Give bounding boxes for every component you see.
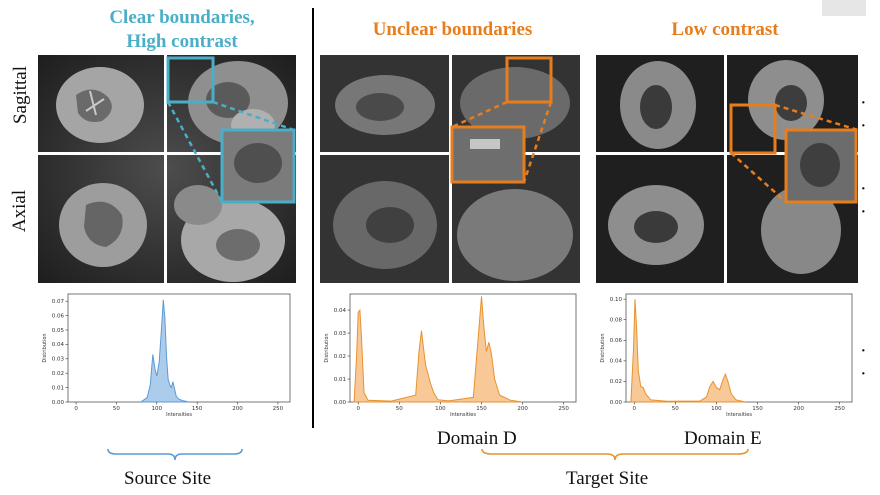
- ellipsis-top: · ·: [860, 92, 869, 137]
- y-tick-label: 0.02: [52, 371, 64, 377]
- x-tick-label: 50: [113, 406, 120, 412]
- source-title: Clear boundaries, High contrast: [109, 7, 255, 52]
- domain-d-histogram-svg: 0 50 100 150 200 250 0.00 0.01 0.02 0.03 0.04 Inten…: [324, 293, 577, 418]
- x-tick-label: 0: [356, 406, 360, 412]
- ellipsis-bottom: · ·: [860, 340, 869, 385]
- distribution-area: [140, 299, 190, 403]
- target-site-label: Target Site: [566, 468, 649, 489]
- y-tick-label: 0.00: [334, 400, 347, 406]
- x-tick-label: 100: [152, 406, 163, 412]
- y-tick-label: 0.00: [52, 400, 65, 406]
- y-axis-label: Distribution: [600, 333, 606, 362]
- y-tick-label: 0.01: [334, 377, 346, 383]
- ellipsis-mid: · ·: [860, 178, 869, 223]
- y-tick-label: 0.00: [610, 400, 623, 406]
- y-tick-label: 0.05: [52, 328, 65, 334]
- y-tick-label: 0.06: [610, 338, 623, 344]
- x-tick-label: 50: [396, 406, 403, 412]
- x-tick-label: 250: [273, 406, 284, 412]
- source-ct-grid: [38, 55, 296, 283]
- corner-patch: [822, 0, 866, 16]
- y-tick-label: 0.07: [52, 299, 65, 305]
- x-tick-label: 200: [232, 406, 243, 412]
- y-tick-label: 0.02: [334, 354, 346, 360]
- source-brace: [107, 448, 243, 461]
- plot-frame: [349, 293, 577, 403]
- x-tick-label: 100: [435, 406, 446, 412]
- lowcontrast-ct-grid: [596, 55, 858, 283]
- y-tick-label: 0.04: [52, 342, 65, 348]
- y-tick-label: 0.03: [334, 331, 347, 337]
- x-tick-label: 50: [672, 406, 679, 412]
- y-tick-label: 0.01: [52, 385, 64, 391]
- y-tick-label: 0.06: [52, 313, 65, 319]
- target-brace: [481, 448, 749, 461]
- x-tick-label: 150: [192, 406, 203, 412]
- domain-d-histogram: 0 50 100 150 200 250 0.00 0.01 0.02 0.03 0.04 Inten…: [320, 290, 582, 420]
- source-histogram-svg: 0 50 100 150 200 250 0.00 0.01 0.02 0.03 0.04 0.05 0…: [42, 293, 291, 418]
- unclear-title: Unclear boundaries: [372, 19, 533, 40]
- domain-e-histogram-svg: 0 50 100 150 200 250 0.00 0.02 0.04 0.06 0.08 0.10 I…: [600, 293, 853, 418]
- domain-d-label: Domain D: [437, 428, 517, 449]
- distribution-area: [630, 299, 746, 403]
- x-axis-label: Intensities: [450, 412, 476, 418]
- distribution-area: [353, 296, 523, 403]
- row-label-axial: Axial: [9, 189, 30, 233]
- y-tick-label: 0.04: [334, 308, 347, 314]
- y-axis-label: Distribution: [324, 333, 330, 362]
- plot-frame: [67, 293, 291, 403]
- x-axis-label: Intensities: [166, 412, 192, 418]
- x-tick-label: 0: [632, 406, 636, 412]
- y-tick-label: 0.08: [610, 318, 623, 324]
- section-divider: [312, 8, 314, 428]
- y-tick-label: 0.02: [610, 379, 622, 385]
- plot-frame: [625, 293, 853, 403]
- source-histogram: 0 50 100 150 200 250 0.00 0.01 0.02 0.03 0.04 0.05 0…: [38, 290, 296, 420]
- x-tick-label: 200: [793, 406, 804, 412]
- domain-e-histogram: 0 50 100 150 200 250 0.00 0.02 0.04 0.06 0.08 0.10 I…: [596, 290, 858, 420]
- row-label-sagittal: Sagittal: [10, 65, 31, 125]
- x-tick-label: 200: [517, 406, 528, 412]
- unclear-ct-grid: [320, 55, 580, 283]
- x-tick-label: 250: [558, 406, 569, 412]
- y-tick-label: 0.10: [610, 297, 623, 303]
- x-tick-label: 150: [752, 406, 763, 412]
- x-tick-label: 150: [476, 406, 487, 412]
- x-tick-label: 250: [834, 406, 845, 412]
- y-tick-label: 0.03: [52, 357, 65, 363]
- source-site-label: Source Site: [124, 468, 212, 489]
- lowcontrast-title: Low contrast: [671, 19, 779, 40]
- x-tick-label: 0: [74, 406, 78, 412]
- y-tick-label: 0.04: [610, 359, 623, 365]
- x-axis-label: Intensities: [726, 412, 752, 418]
- y-axis-label: Distribution: [42, 333, 48, 362]
- x-tick-label: 100: [711, 406, 722, 412]
- domain-e-label: Domain E: [684, 428, 762, 449]
